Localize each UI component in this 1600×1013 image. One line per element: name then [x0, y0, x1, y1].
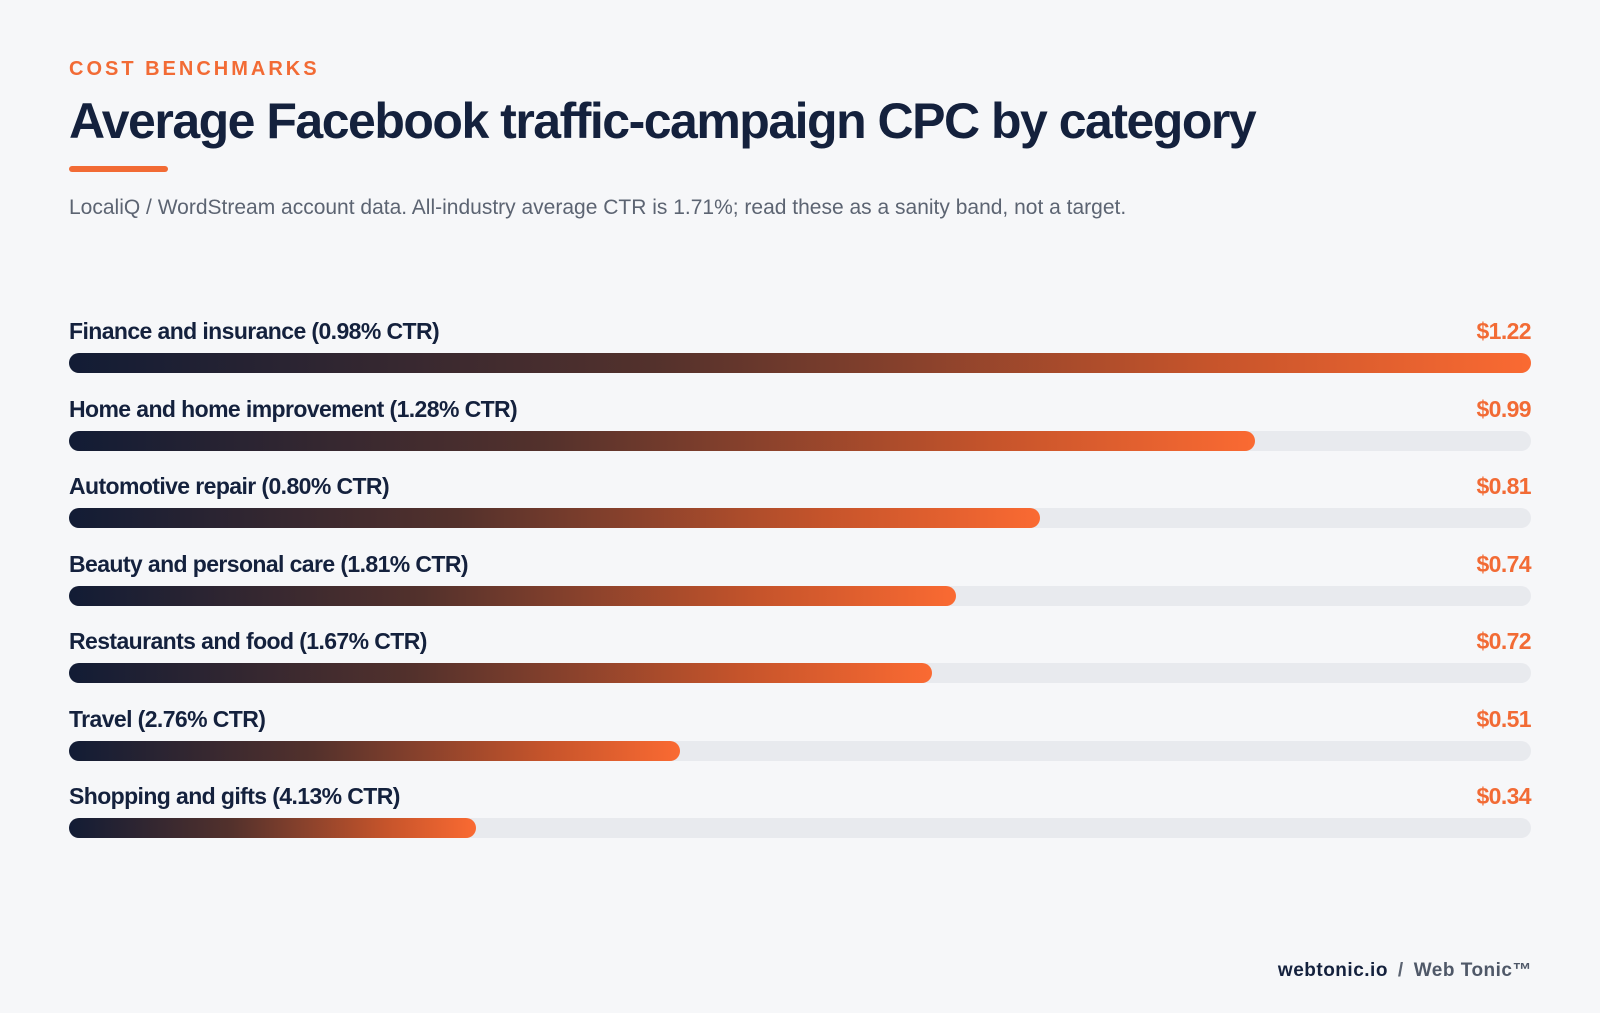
bar-fill [69, 585, 956, 606]
chart-subtitle: LocaliQ / WordStream account data. All-i… [69, 196, 1127, 219]
bar-row: Finance and insurance (0.98% CTR) $1.22 [69, 312, 1532, 390]
eyebrow-label: COST BENCHMARKS [69, 58, 320, 80]
bar-track [69, 818, 1531, 838]
bar-fill [69, 818, 476, 838]
bar-value-label: $0.99 [1476, 395, 1531, 422]
bar-fill [69, 663, 932, 683]
footer-credit: webtonic.io / Web Tonic™ [1278, 960, 1532, 982]
bar-chart: Finance and insurance (0.98% CTR) $1.22 Ho… [69, 312, 1532, 855]
bar-value-label: $0.74 [1476, 550, 1531, 577]
bar-fill [69, 740, 680, 761]
bar-track [69, 740, 1531, 761]
footer-name: Web Tonic™ [1413, 960, 1532, 981]
bar-fill [69, 430, 1255, 451]
footer-brand[interactable]: webtonic.io [1277, 960, 1388, 981]
bar-value-label: $0.72 [1476, 628, 1531, 654]
bar-row: Automotive repair (0.80% CTR) $0.81 [69, 467, 1532, 545]
bar-value-label: $0.51 [1476, 705, 1531, 732]
bar-row: Beauty and personal care (1.81% CTR) $0.7… [69, 545, 1532, 623]
bar-category-label: Restaurants and food (1.67% CTR) [69, 628, 427, 654]
bar-row: Restaurants and food (1.67% CTR) $0.72 [69, 622, 1532, 700]
bar-track [69, 585, 1531, 606]
bar-fill [69, 508, 1040, 528]
bar-category-label: Beauty and personal care (1.81% CTR) [69, 550, 469, 577]
bar-category-label: Finance and insurance (0.98% CTR) [69, 318, 440, 344]
chart-title: Average Facebook traffic-campaign CPC by… [69, 93, 1257, 149]
bar-fill [69, 353, 1531, 373]
bar-category-label: Travel (2.76% CTR) [69, 705, 266, 732]
bar-value-label: $0.34 [1476, 783, 1531, 809]
bar-track [69, 663, 1531, 683]
bar-track [69, 508, 1531, 528]
bar-category-label: Automotive repair (0.80% CTR) [69, 473, 390, 499]
bar-row: Travel (2.76% CTR) $0.51 [69, 700, 1532, 778]
bar-row: Home and home improvement (1.28% CTR) $0.… [69, 390, 1532, 468]
bar-category-label: Home and home improvement (1.28% CTR) [69, 395, 518, 422]
bar-value-label: $1.22 [1476, 318, 1531, 344]
title-underline [69, 166, 168, 172]
bar-value-label: $0.81 [1476, 473, 1531, 499]
bar-track [69, 353, 1531, 373]
bar-row: Shopping and gifts (4.13% CTR) $0.34 [69, 777, 1532, 855]
bar-category-label: Shopping and gifts (4.13% CTR) [69, 783, 400, 809]
bar-track [69, 430, 1531, 451]
footer-separator: / [1397, 960, 1404, 981]
